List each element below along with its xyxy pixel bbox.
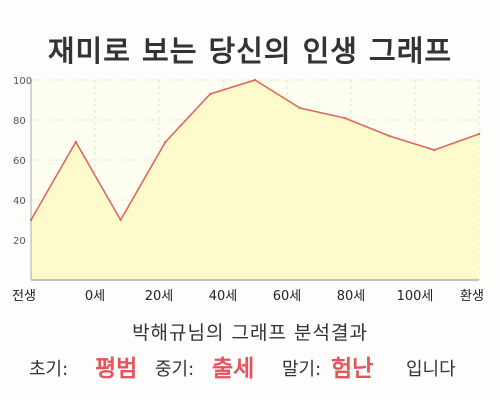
x-tick-label: 100세 bbox=[397, 289, 434, 304]
data-point bbox=[433, 148, 436, 152]
chart-title: 재미로 보는 당신의 인생 그래프 bbox=[47, 34, 453, 68]
x-tick-label: 40세 bbox=[209, 289, 238, 304]
analysis-result-line: 초기: 평범 중기: 출세 말기: 험난 입니다 bbox=[0, 347, 500, 382]
x-tick-labels: 전생 0세 20세 40세 60세 80세 100세 환생 bbox=[12, 289, 484, 304]
y-tick-labels: 20 40 60 80 100 bbox=[13, 76, 32, 247]
y-tick-label: 40 bbox=[13, 196, 26, 207]
data-point bbox=[477, 132, 481, 136]
data-point bbox=[253, 78, 257, 82]
data-point bbox=[29, 218, 33, 222]
data-point bbox=[298, 106, 301, 110]
middle-life-label: 중기: bbox=[155, 359, 195, 380]
data-points bbox=[29, 78, 481, 222]
x-tick-label: 환생 bbox=[460, 289, 484, 304]
y-tick-label: 60 bbox=[13, 156, 26, 167]
early-life-label: 초기: bbox=[29, 359, 69, 380]
result-suffix: 입니다 bbox=[406, 359, 456, 380]
late-life-label: 말기: bbox=[282, 359, 322, 380]
data-point bbox=[209, 92, 212, 96]
early-life-value: 평범 bbox=[95, 356, 138, 382]
x-tick-label: 60세 bbox=[273, 289, 302, 304]
data-point bbox=[74, 140, 78, 144]
data-point bbox=[119, 218, 122, 222]
x-tick-label: 전생 bbox=[12, 289, 36, 304]
x-tick-label: 0세 bbox=[85, 289, 105, 304]
data-point bbox=[388, 134, 391, 138]
y-tick-label: 80 bbox=[13, 116, 26, 127]
x-tick-label: 80세 bbox=[337, 289, 366, 304]
series-area-fill bbox=[31, 80, 479, 280]
x-tick-label: 20세 bbox=[145, 289, 174, 304]
data-point bbox=[343, 116, 346, 120]
analysis-heading: 박해규님의 그래프 분석결과 bbox=[132, 322, 368, 344]
y-tick-label: 20 bbox=[13, 236, 26, 247]
y-tick-label: 100 bbox=[13, 76, 32, 87]
data-point bbox=[164, 140, 167, 144]
middle-life-value: 출세 bbox=[212, 356, 255, 382]
late-life-value: 험난 bbox=[331, 356, 374, 382]
